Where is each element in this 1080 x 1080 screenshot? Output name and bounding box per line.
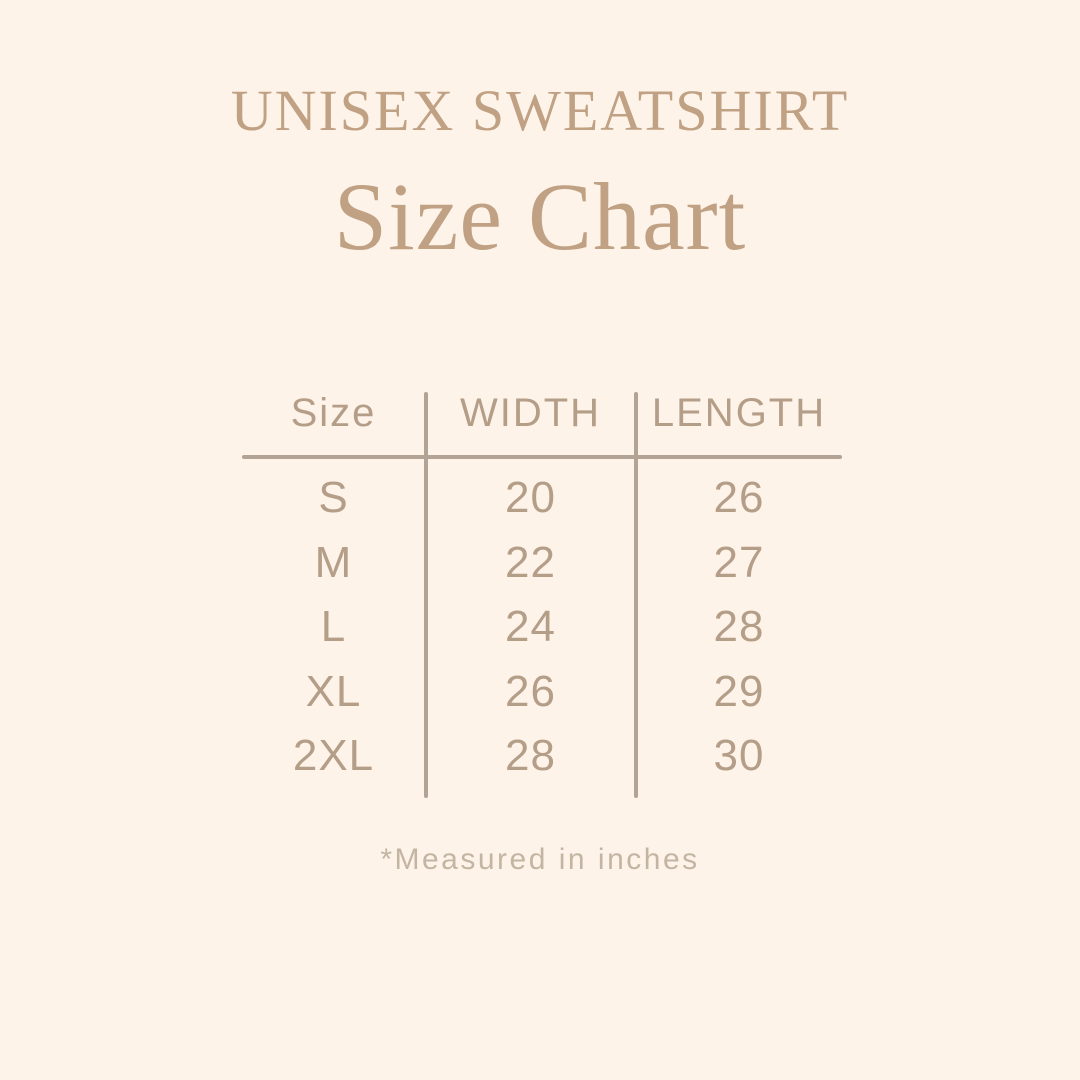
column-header-length: LENGTH bbox=[651, 391, 827, 435]
width-cell: 22 bbox=[505, 537, 556, 587]
footnote: *Measured in inches bbox=[380, 843, 700, 876]
table-row: S 20 26 bbox=[242, 466, 842, 531]
table-row: M 22 27 bbox=[242, 531, 842, 596]
width-cell: 20 bbox=[505, 473, 556, 522]
page-title: UNISEX SWEATSHIRT bbox=[230, 78, 850, 143]
table-header-divider bbox=[242, 455, 842, 459]
length-cell: 27 bbox=[713, 537, 765, 587]
table-row: 2XL 28 30 bbox=[242, 724, 842, 789]
width-cell: 26 bbox=[505, 666, 556, 716]
size-cell: L bbox=[320, 602, 347, 651]
table-column-divider-2 bbox=[634, 392, 638, 798]
size-cell: M bbox=[314, 537, 353, 587]
column-header-size: Size bbox=[290, 391, 377, 435]
size-cell: S bbox=[318, 473, 349, 522]
table-header-row: Size WIDTH LENGTH bbox=[242, 388, 842, 438]
size-table: Size WIDTH LENGTH S 20 26 M 22 27 L 24 2… bbox=[242, 388, 842, 800]
length-cell: 29 bbox=[713, 666, 765, 716]
length-cell: 30 bbox=[713, 731, 765, 780]
width-cell: 24 bbox=[505, 602, 556, 651]
page-subtitle: Size Chart bbox=[333, 163, 747, 270]
table-row: L 24 28 bbox=[242, 595, 842, 660]
width-cell: 28 bbox=[505, 731, 556, 780]
size-cell: XL bbox=[305, 666, 362, 716]
table-column-divider-1 bbox=[424, 392, 428, 798]
length-cell: 26 bbox=[713, 473, 765, 522]
table-body: S 20 26 M 22 27 L 24 28 XL 26 29 2XL bbox=[242, 466, 842, 789]
length-cell: 28 bbox=[713, 602, 765, 651]
column-header-width: WIDTH bbox=[459, 391, 602, 435]
size-cell: 2XL bbox=[292, 731, 375, 780]
table-row: XL 26 29 bbox=[242, 660, 842, 725]
